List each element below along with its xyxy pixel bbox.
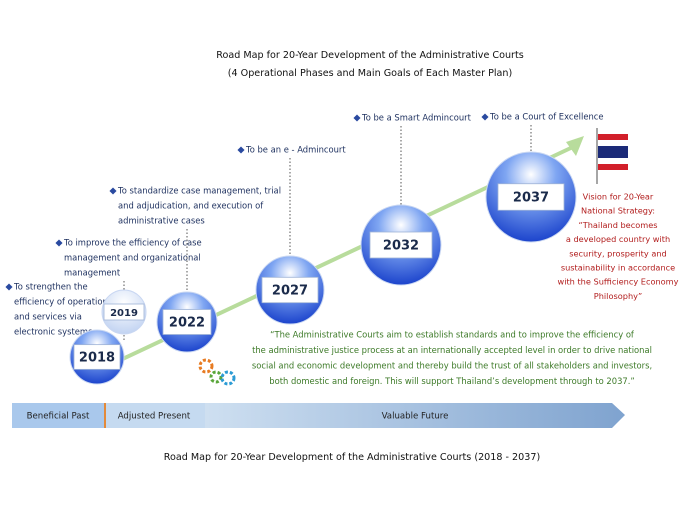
year-label: 2037 bbox=[513, 191, 549, 206]
timeline-label: Adjusted Present bbox=[118, 412, 191, 422]
goal-text: To strengthen the bbox=[13, 282, 88, 292]
year-box bbox=[162, 309, 212, 335]
goal-text: To be a Court of Excellence bbox=[489, 112, 604, 122]
bullet bbox=[237, 146, 245, 154]
goal-text: efficiency of operation bbox=[14, 297, 108, 307]
quote-text: “The Administrative Courts aim to establ… bbox=[270, 330, 635, 340]
goal-text: management bbox=[64, 268, 121, 278]
timeline-label: Valuable Future bbox=[382, 412, 449, 422]
gear-icons bbox=[198, 358, 236, 386]
year-box bbox=[369, 231, 433, 259]
timeline bbox=[12, 403, 625, 428]
year-box bbox=[73, 344, 121, 370]
vision-text: security, prosperity and bbox=[569, 248, 667, 258]
quote-text: the administrative justice process at an… bbox=[252, 345, 652, 355]
vision-text: sustainability in accordance bbox=[561, 263, 675, 273]
vision-text: National Strategy: bbox=[581, 206, 655, 216]
bullet bbox=[481, 113, 489, 121]
year-label: 2019 bbox=[110, 308, 138, 319]
year-label: 2032 bbox=[383, 239, 419, 254]
year-label: 2022 bbox=[169, 316, 205, 331]
goal-text: To improve the efficiency of case bbox=[63, 238, 202, 248]
growth-arrowhead bbox=[566, 136, 584, 156]
timeline-label: Beneficial Past bbox=[27, 412, 90, 422]
goal-text: and adjudication, and execution of bbox=[118, 201, 264, 211]
title: Road Map for 20-Year Development of the … bbox=[216, 50, 524, 61]
bullet bbox=[5, 283, 13, 291]
bullet bbox=[353, 114, 361, 122]
year-box bbox=[103, 303, 145, 321]
goal-text: To be a Smart Admincourt bbox=[361, 113, 472, 123]
vision-text: with the Sufficiency Economy bbox=[558, 277, 679, 287]
goal-text: administrative cases bbox=[118, 216, 205, 226]
quote-text: social and economic development and ther… bbox=[252, 361, 652, 371]
year-box bbox=[497, 183, 565, 211]
subtitle: (4 Operational Phases and Main Goals of … bbox=[228, 68, 512, 79]
bullet bbox=[109, 187, 117, 195]
goal-text: electronic systems bbox=[14, 327, 92, 337]
vision-text: Vision for 20-Year bbox=[583, 192, 654, 202]
year-label: 2018 bbox=[79, 351, 115, 366]
year-box bbox=[261, 276, 319, 304]
thai-flag bbox=[596, 128, 628, 184]
goal-text: To be an e - Admincourt bbox=[245, 145, 346, 155]
year-label: 2027 bbox=[272, 284, 308, 299]
goal-text: To standardize case management, trial bbox=[117, 186, 281, 196]
vision-text: Philosophy” bbox=[594, 291, 642, 301]
vision-text: “Thailand becomes bbox=[578, 220, 657, 230]
bullet bbox=[55, 239, 63, 247]
goal-text: and services via bbox=[14, 312, 82, 322]
quote-text: both domestic and foreign. This will sup… bbox=[269, 376, 634, 386]
goal-text: management and organizational bbox=[64, 253, 201, 263]
vision-text: a developed country with bbox=[566, 234, 670, 244]
caption: Road Map for 20-Year Development of the … bbox=[164, 452, 540, 463]
